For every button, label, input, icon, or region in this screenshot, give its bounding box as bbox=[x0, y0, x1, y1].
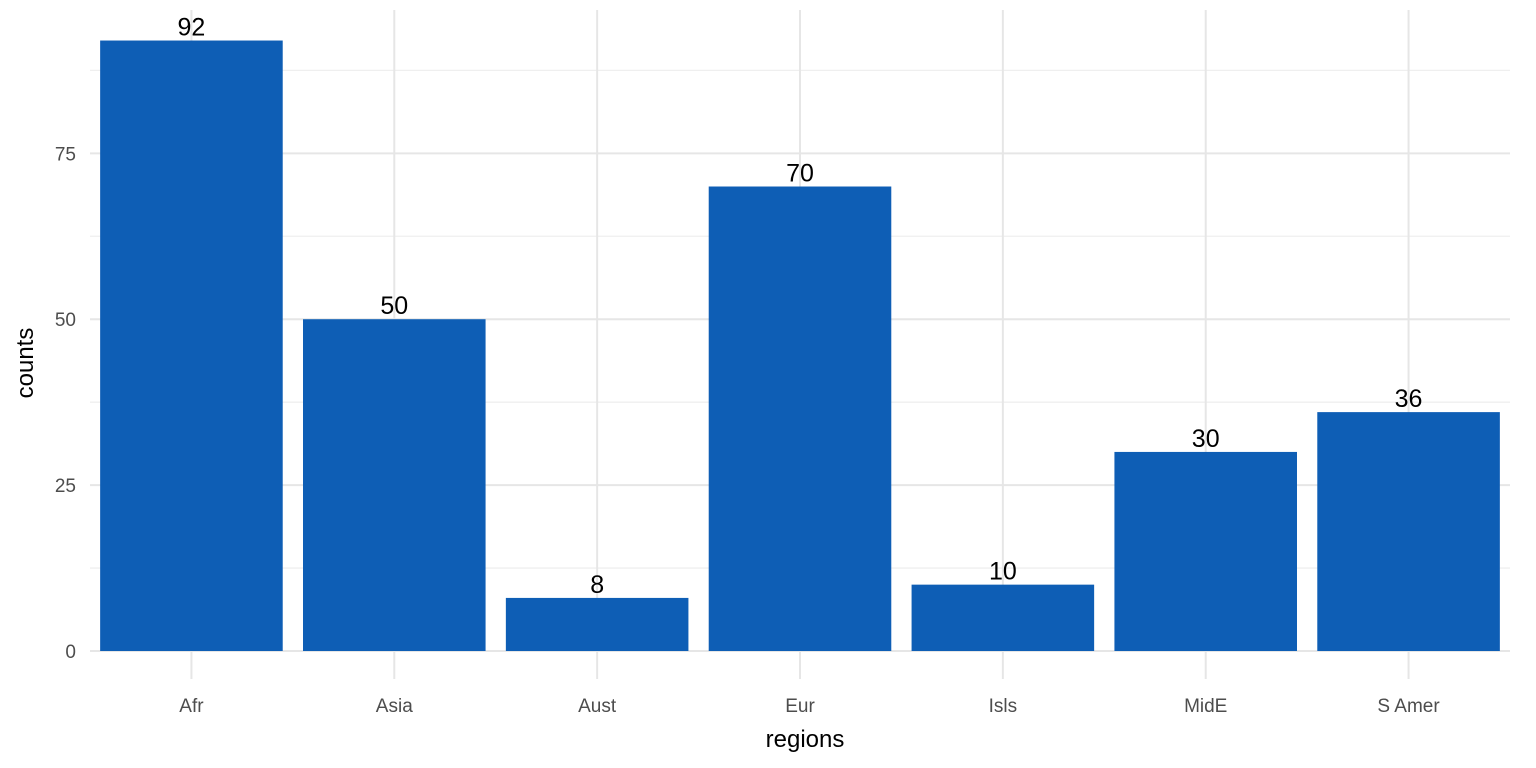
bar-aust bbox=[505, 597, 689, 651]
x-tick-label: MidE bbox=[1184, 696, 1227, 717]
bar-afr bbox=[100, 40, 283, 652]
data-label: 36 bbox=[1395, 385, 1423, 413]
y-tick-label: 50 bbox=[55, 310, 76, 331]
data-label: 8 bbox=[590, 571, 604, 599]
x-tick-label: Asia bbox=[376, 696, 413, 717]
bar-asia bbox=[303, 319, 486, 651]
x-tick-label: Isls bbox=[989, 696, 1018, 717]
x-tick-label: Eur bbox=[785, 696, 815, 717]
data-label: 10 bbox=[989, 558, 1017, 586]
x-axis-ticks: Afr Asia Aust Eur Isls MidE S Amer bbox=[179, 696, 1440, 717]
bar-mide bbox=[1114, 451, 1297, 651]
bar-isls bbox=[911, 584, 1095, 651]
y-tick-label: 25 bbox=[55, 476, 76, 497]
bar-s-amer bbox=[1317, 412, 1500, 651]
data-label: 92 bbox=[178, 14, 206, 42]
data-label: 30 bbox=[1192, 425, 1220, 453]
x-tick-label: Afr bbox=[179, 696, 204, 717]
data-labels: 92 50 8 70 10 30 36 bbox=[178, 14, 1423, 599]
data-label: 50 bbox=[380, 292, 408, 320]
data-label: 70 bbox=[786, 160, 814, 188]
y-axis-ticks: 0 25 50 75 bbox=[55, 144, 76, 663]
x-tick-label: Aust bbox=[578, 696, 617, 717]
y-axis-title: counts bbox=[12, 328, 39, 399]
bar-eur bbox=[708, 186, 892, 651]
bars bbox=[100, 40, 1500, 652]
x-axis-title: regions bbox=[766, 726, 845, 753]
y-tick-label: 0 bbox=[65, 642, 76, 663]
x-tick-label: S Amer bbox=[1377, 696, 1440, 717]
y-tick-label: 75 bbox=[55, 144, 76, 165]
